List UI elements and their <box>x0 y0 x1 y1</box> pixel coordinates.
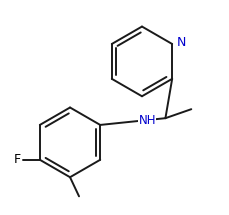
Text: F: F <box>14 153 21 166</box>
Text: NH: NH <box>138 114 155 127</box>
Text: N: N <box>176 36 186 49</box>
